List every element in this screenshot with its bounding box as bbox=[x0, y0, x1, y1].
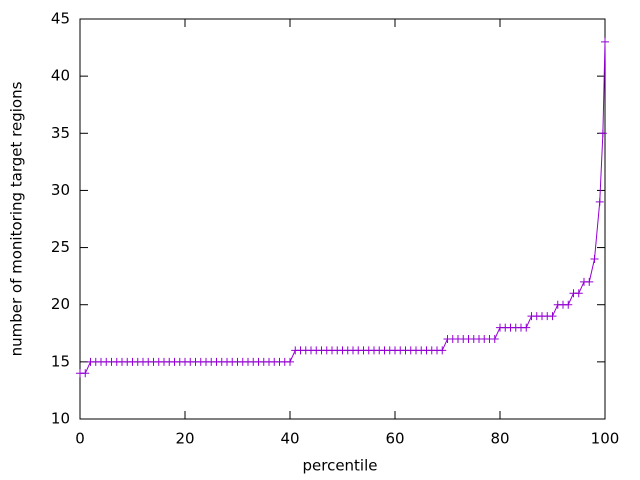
y-tick-label: 10 bbox=[51, 410, 70, 428]
y-tick-label: 15 bbox=[51, 352, 70, 370]
data-point bbox=[564, 300, 573, 309]
data-point bbox=[590, 255, 599, 263]
data-point bbox=[598, 129, 607, 138]
y-tick-label: 20 bbox=[51, 295, 70, 313]
data-point bbox=[286, 357, 294, 366]
x-tick-label: 0 bbox=[75, 430, 85, 448]
y-tick-label: 40 bbox=[51, 67, 70, 85]
data-point bbox=[490, 335, 499, 343]
y-tick-label: 25 bbox=[51, 238, 70, 256]
data-line bbox=[80, 41, 606, 374]
x-tick-label: 60 bbox=[385, 430, 404, 448]
x-tick-label: 20 bbox=[175, 430, 194, 448]
x-tick-label: 80 bbox=[490, 430, 509, 448]
data-point bbox=[574, 289, 583, 298]
y-tick-label: 45 bbox=[51, 10, 70, 28]
plot-border bbox=[79, 18, 606, 420]
data-point bbox=[548, 312, 557, 321]
data-point bbox=[81, 369, 90, 378]
x-tick-label: 100 bbox=[591, 430, 620, 448]
data-point bbox=[595, 197, 604, 206]
y-axis-label: number of monitoring target regions bbox=[8, 81, 26, 356]
data-point bbox=[601, 37, 609, 46]
x-tick-label: 40 bbox=[280, 430, 299, 448]
data-point bbox=[522, 323, 531, 332]
data-point bbox=[585, 277, 594, 286]
data-point bbox=[438, 346, 447, 355]
x-axis-label: percentile bbox=[302, 457, 377, 475]
y-tick-label: 35 bbox=[51, 124, 70, 142]
y-tick-label: 30 bbox=[51, 181, 70, 199]
